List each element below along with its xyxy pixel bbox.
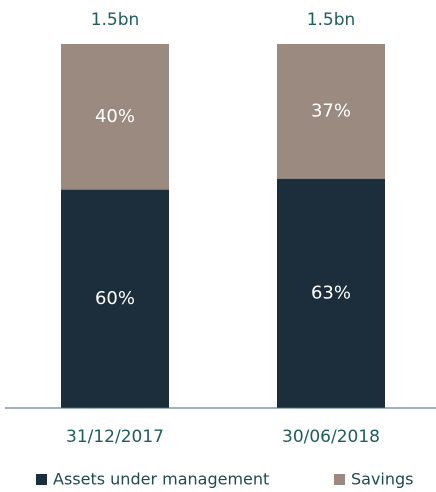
x-tick-label: 30/06/2018 xyxy=(282,427,380,447)
value-label: 63% xyxy=(311,282,351,303)
bar-segment xyxy=(277,178,385,408)
value-label: 60% xyxy=(95,288,135,309)
bar-segment xyxy=(61,44,169,190)
total-label: 1.5bn xyxy=(91,10,140,30)
x-tick-label: 31/12/2017 xyxy=(66,427,164,447)
value-label: 37% xyxy=(311,100,351,121)
legend-label: Assets under management xyxy=(53,470,269,489)
legend-swatch xyxy=(334,474,345,485)
legend-label: Savings xyxy=(351,470,414,489)
legend-swatch xyxy=(36,474,47,485)
bar-segment xyxy=(277,44,385,179)
total-label: 1.5bn xyxy=(307,10,356,30)
value-label: 40% xyxy=(95,106,135,127)
bar-segment xyxy=(61,189,169,408)
